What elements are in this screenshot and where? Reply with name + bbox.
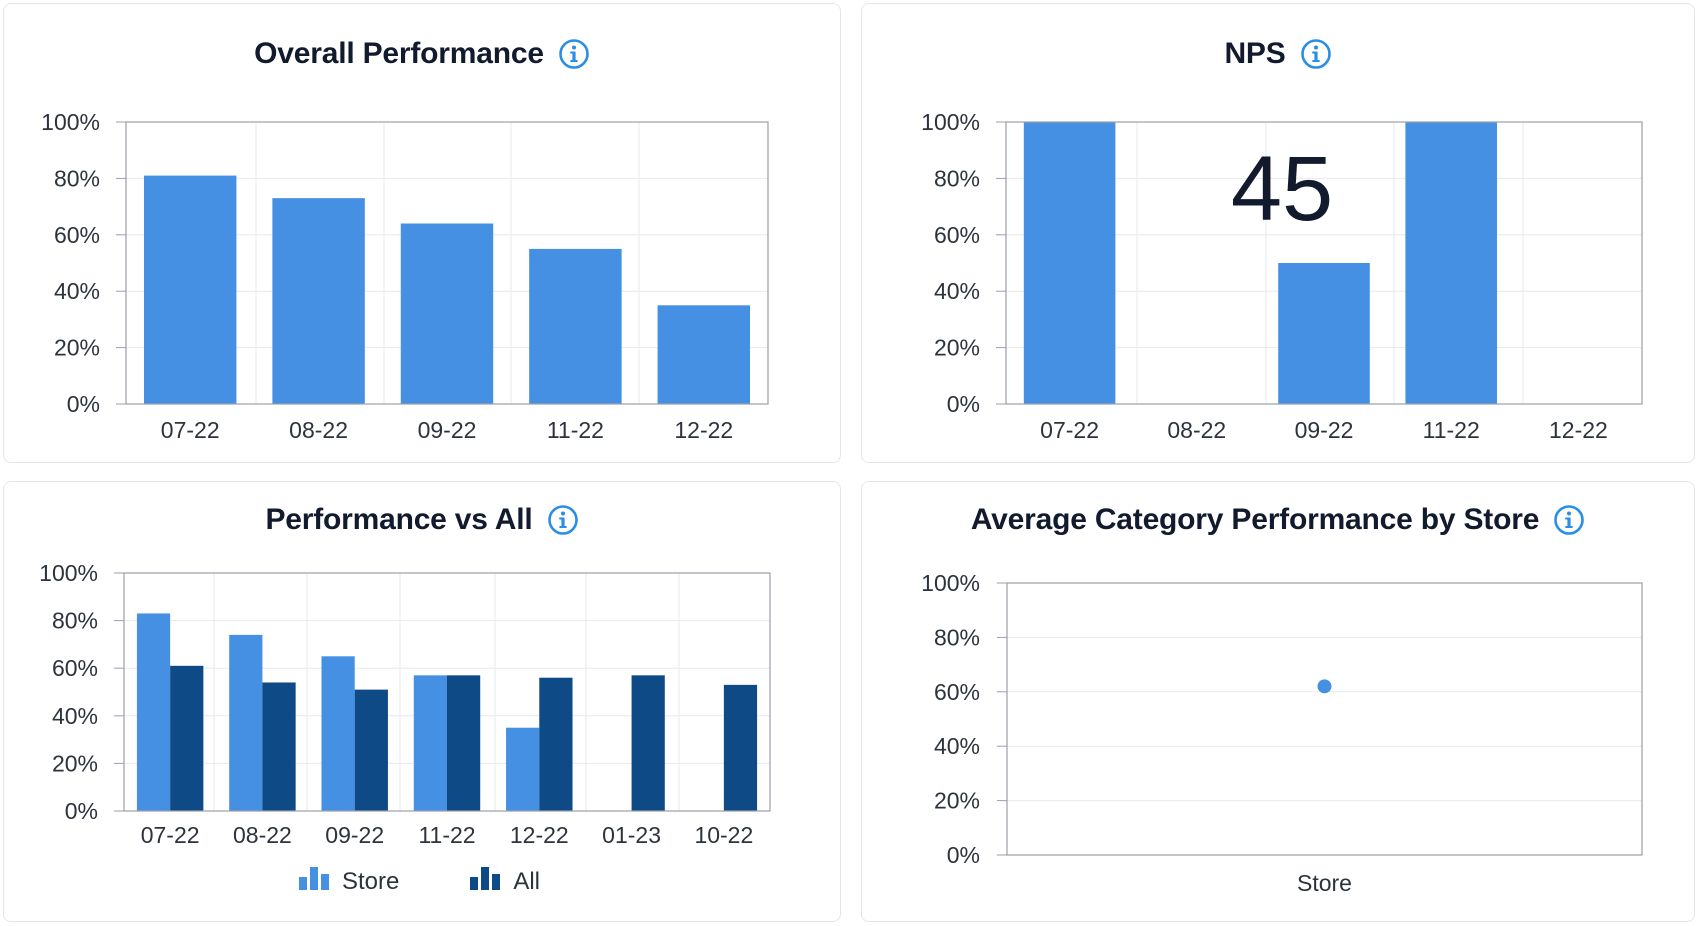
bar	[272, 198, 365, 404]
plot-area	[1007, 583, 1642, 855]
info-icon[interactable]	[1300, 38, 1332, 70]
y-tick-label: 40%	[934, 733, 980, 759]
x-tick-label: 12-22	[1549, 417, 1608, 443]
bar	[413, 675, 447, 811]
x-tick-label: 09-22	[1295, 417, 1354, 443]
y-tick-label: 80%	[934, 624, 980, 650]
x-tick-label: 12-22	[510, 822, 569, 848]
plot-border	[1005, 121, 1643, 405]
overall-performance-header: Overall Performance	[3, 37, 841, 71]
bar	[1278, 263, 1370, 404]
x-tick-label: 09-22	[325, 822, 384, 848]
legend-label: Store	[341, 867, 400, 895]
average-category-performance-header: Average Category Performance by Store	[861, 503, 1695, 537]
y-tick-label: 60%	[934, 222, 980, 248]
x-tick-label: 07-22	[141, 822, 200, 848]
y-tick-label: 80%	[934, 165, 980, 191]
y-tick-label: 0%	[65, 798, 98, 824]
chart-title: Performance vs All	[265, 503, 533, 536]
y-tick-label: 0%	[947, 842, 980, 868]
legend: Store All	[0, 865, 838, 898]
y-tick-label: 40%	[52, 703, 98, 729]
info-icon[interactable]	[547, 504, 579, 536]
x-tick-label: 08-22	[289, 417, 348, 443]
chart-title: NPS	[1224, 37, 1286, 70]
legend-item-all[interactable]: All	[469, 865, 540, 898]
bar	[321, 656, 355, 811]
legend-item-store[interactable]: Store	[298, 865, 399, 898]
bar	[170, 665, 204, 811]
y-tick-label: 40%	[54, 278, 100, 304]
bar	[1023, 122, 1116, 404]
nps-score: 45	[1231, 138, 1333, 240]
x-tick-label: 07-22	[161, 417, 220, 443]
plot-border	[125, 121, 769, 405]
x-tick-label: 09-22	[418, 417, 477, 443]
x-tick-label: 07-22	[1040, 417, 1099, 443]
y-tick-label: 60%	[52, 655, 98, 681]
bar	[723, 684, 758, 811]
y-tick-label: 80%	[54, 165, 100, 191]
x-tick-label: 10-22	[694, 822, 753, 848]
info-icon[interactable]	[558, 38, 590, 70]
x-tick-label: 11-22	[1423, 417, 1480, 443]
x-tick-label: 11-22	[418, 822, 475, 848]
bar	[539, 677, 573, 811]
plot-border	[123, 572, 771, 812]
x-tick-label: 11-22	[547, 417, 604, 443]
bar	[631, 675, 665, 811]
performance-vs-all-header: Performance vs All	[3, 503, 841, 537]
y-tick-label: 40%	[934, 278, 980, 304]
bar	[354, 689, 388, 811]
bar	[529, 248, 622, 404]
chart-title: Overall Performance	[254, 37, 544, 70]
x-tick-label: Store	[1297, 870, 1352, 896]
bar	[447, 675, 481, 811]
x-tick-label: 12-22	[674, 417, 733, 443]
data-point	[1317, 679, 1332, 694]
plot-border	[1006, 582, 1643, 856]
bar	[657, 305, 751, 404]
bar	[136, 613, 171, 811]
bar	[229, 634, 263, 811]
x-tick-label: 01-23	[602, 822, 661, 848]
x-tick-label: 08-22	[233, 822, 292, 848]
bar	[143, 175, 237, 404]
y-tick-label: 60%	[934, 679, 980, 705]
legend-label: All	[513, 867, 541, 895]
y-tick-label: 100%	[41, 109, 100, 135]
x-tick-label: 08-22	[1167, 417, 1226, 443]
y-tick-label: 20%	[934, 788, 980, 814]
y-tick-label: 80%	[52, 608, 98, 634]
bar	[400, 223, 494, 404]
info-icon[interactable]	[1553, 504, 1585, 536]
y-tick-label: 0%	[947, 391, 980, 417]
bar	[262, 682, 296, 811]
y-tick-label: 100%	[921, 570, 980, 596]
bar-chart-icon	[469, 865, 501, 898]
y-tick-label: 20%	[934, 335, 980, 361]
y-tick-label: 100%	[39, 560, 98, 586]
nps-header: NPS	[861, 37, 1695, 71]
bar-chart-icon	[298, 865, 330, 898]
y-tick-label: 60%	[54, 222, 100, 248]
chart-title: Average Category Performance by Store	[970, 503, 1540, 536]
y-tick-label: 20%	[54, 335, 100, 361]
y-tick-label: 0%	[67, 391, 100, 417]
bar	[1405, 122, 1497, 404]
bar	[506, 727, 540, 811]
y-tick-label: 20%	[52, 750, 98, 776]
y-tick-label: 100%	[921, 109, 980, 135]
